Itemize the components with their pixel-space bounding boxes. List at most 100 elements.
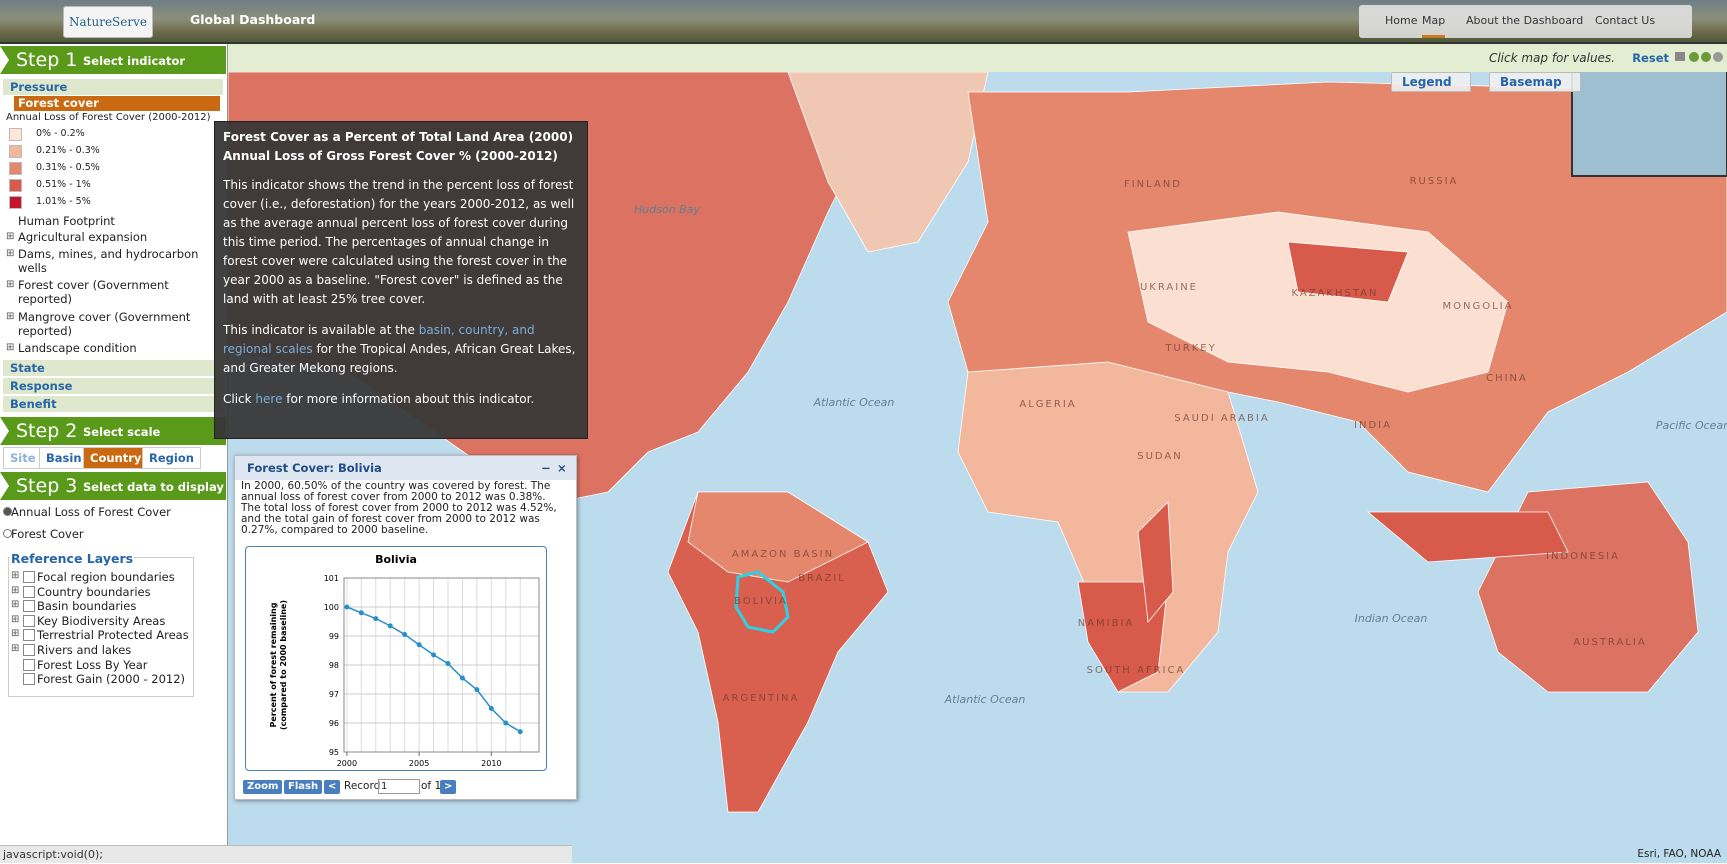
y-tick-label: 99 xyxy=(329,632,339,641)
toolbar-icons xyxy=(1675,52,1723,62)
print-icon[interactable] xyxy=(1675,52,1685,61)
expand-icon[interactable]: ⊞ xyxy=(6,279,15,290)
scale-button[interactable]: Region xyxy=(142,447,201,469)
map-label: Indian Ocean xyxy=(1355,612,1428,625)
expand-icon[interactable]: ⊞ xyxy=(11,628,20,640)
map-label: AUSTRALIA xyxy=(1573,637,1646,648)
zoom-out-icon[interactable] xyxy=(1701,52,1711,62)
indicator[interactable]: Landscape condition xyxy=(18,341,137,355)
popup-paragraph: In 2000, 60.50% of the country was cover… xyxy=(241,480,551,503)
map-label: TURKEY xyxy=(1164,343,1216,354)
checkbox[interactable] xyxy=(23,585,35,598)
close-button[interactable]: × xyxy=(557,461,567,475)
map-label: KAZAKHSTAN xyxy=(1292,288,1379,299)
flash-button[interactable]: Flash xyxy=(284,780,323,794)
logo[interactable]: NatureServe xyxy=(63,6,153,38)
option-label[interactable]: Annual Loss of Forest Cover xyxy=(11,505,171,519)
tooltip-text: for more information about this indicato… xyxy=(282,392,535,406)
group-header[interactable]: Benefit xyxy=(3,396,223,412)
settings-icon[interactable] xyxy=(1713,52,1723,62)
toolbar: Click map for values. Reset xyxy=(228,44,1727,73)
popup: Forest Cover: Bolivia − × In 2000, 60.50… xyxy=(234,455,577,800)
layer-label: Focal region boundaries xyxy=(37,570,175,584)
nav-link[interactable]: Map xyxy=(1422,14,1446,38)
layer-label: Country boundaries xyxy=(37,584,151,599)
group-header[interactable]: Pressure xyxy=(3,79,223,95)
checkbox[interactable] xyxy=(23,673,35,686)
madagascar xyxy=(1137,501,1174,623)
zoom-button[interactable]: Zoom xyxy=(243,780,283,794)
expand-icon[interactable]: ⊞ xyxy=(6,248,15,259)
expand-icon[interactable]: ⊞ xyxy=(6,342,15,353)
tooltip-link[interactable]: here xyxy=(255,392,283,406)
chart-frame: Bolivia Percent of forest remaining (compa… xyxy=(245,546,547,771)
layer-label: Basin boundaries xyxy=(37,599,137,614)
info-tooltip: Forest Cover as a Percent of Total Land … xyxy=(214,121,588,439)
tooltip-text: This indicator shows the trend in the pe… xyxy=(223,178,575,306)
step-header: Step 1 Select indicator xyxy=(0,46,226,74)
nav-link[interactable]: About the Dashboard xyxy=(1466,14,1584,27)
expand-icon[interactable]: ⊞ xyxy=(6,231,15,242)
expand-icon[interactable]: ⊞ xyxy=(11,613,20,625)
point xyxy=(416,642,422,648)
map-label: MONGOLIA xyxy=(1443,301,1514,312)
scale-button[interactable]: Site xyxy=(3,447,43,469)
record-count: of 1 xyxy=(421,780,442,792)
minimize-button[interactable]: − xyxy=(541,461,551,475)
y-tick-label: 95 xyxy=(329,748,339,757)
map-label: BOLIVIA xyxy=(734,596,788,607)
indicator[interactable]: Dams, mines, and hydrocarbon wells xyxy=(18,247,199,275)
layer-label: Terrestrial Protected Areas xyxy=(37,628,189,643)
radio[interactable] xyxy=(3,507,12,516)
map-label: SOUTH AFRICA xyxy=(1087,665,1186,676)
group-header[interactable]: Response xyxy=(3,378,223,394)
record-select[interactable]: 1 xyxy=(378,779,420,794)
radio[interactable] xyxy=(3,529,12,538)
indicator[interactable]: Human Footprint xyxy=(18,214,115,228)
checkbox[interactable] xyxy=(23,658,35,671)
option-label[interactable]: Forest Cover xyxy=(11,527,84,541)
expand-icon[interactable]: ⊞ xyxy=(6,311,15,322)
basemap-button[interactable]: Basemap xyxy=(1489,72,1581,92)
point xyxy=(445,661,451,667)
group-header[interactable]: State xyxy=(3,360,223,376)
map-label: Hudson Bay xyxy=(634,203,700,216)
layer-label: Key Biodiversity Areas xyxy=(37,613,166,628)
y-axis-label: Percent of forest remaining xyxy=(269,602,278,727)
expand-icon[interactable]: ⊞ xyxy=(11,570,20,581)
scale-button[interactable]: Basin xyxy=(39,447,89,469)
prev-button[interactable]: < xyxy=(324,780,341,794)
indicator[interactable]: Agricultural expansion xyxy=(18,230,148,244)
mongolia xyxy=(1287,241,1409,303)
checkbox[interactable] xyxy=(23,614,35,627)
expand-icon[interactable]: ⊞ xyxy=(11,584,20,596)
nav-link[interactable]: Contact Us xyxy=(1595,14,1656,27)
checkbox[interactable] xyxy=(23,629,35,642)
popup-title: Forest Cover: Bolivia xyxy=(247,461,382,475)
reset-button[interactable]: Reset xyxy=(1632,51,1669,65)
expand-icon[interactable]: ⊞ xyxy=(11,643,20,654)
legend-swatch xyxy=(9,162,22,175)
expand-icon[interactable]: ⊞ xyxy=(11,599,20,611)
zoom-in-icon[interactable] xyxy=(1689,52,1699,62)
selected-indicator[interactable]: Forest cover xyxy=(14,96,220,111)
overview-map[interactable] xyxy=(1571,72,1727,177)
step-label: Select indicator xyxy=(83,54,186,68)
map[interactable]: RUSSIA CHINA MONGOLIA KAZAKHSTAN INDIA AUSTRA… xyxy=(228,72,1727,863)
indicator[interactable]: Mangrove cover (Government reported) xyxy=(18,310,191,338)
legend-button[interactable]: Legend xyxy=(1391,72,1471,92)
checkbox[interactable] xyxy=(23,571,35,583)
legend-label: 0.21% - 0.3% xyxy=(36,145,100,156)
chart: Bolivia Percent of forest remaining (compa… xyxy=(269,553,540,768)
nav-link[interactable]: Home xyxy=(1385,14,1418,27)
checkbox[interactable] xyxy=(23,644,35,656)
tooltip-link[interactable]: basin, country, and regional scales xyxy=(223,323,535,356)
checkbox[interactable] xyxy=(23,600,35,613)
scale-button[interactable]: Country xyxy=(83,447,149,469)
selected-country[interactable] xyxy=(734,570,790,634)
layer-label: Rivers and lakes xyxy=(37,643,132,657)
next-button[interactable]: > xyxy=(440,780,457,794)
indicator[interactable]: Forest cover (Government reported) xyxy=(18,278,169,306)
sidebar: Step 1 Select indicator Pressure Forest c… xyxy=(0,44,228,863)
